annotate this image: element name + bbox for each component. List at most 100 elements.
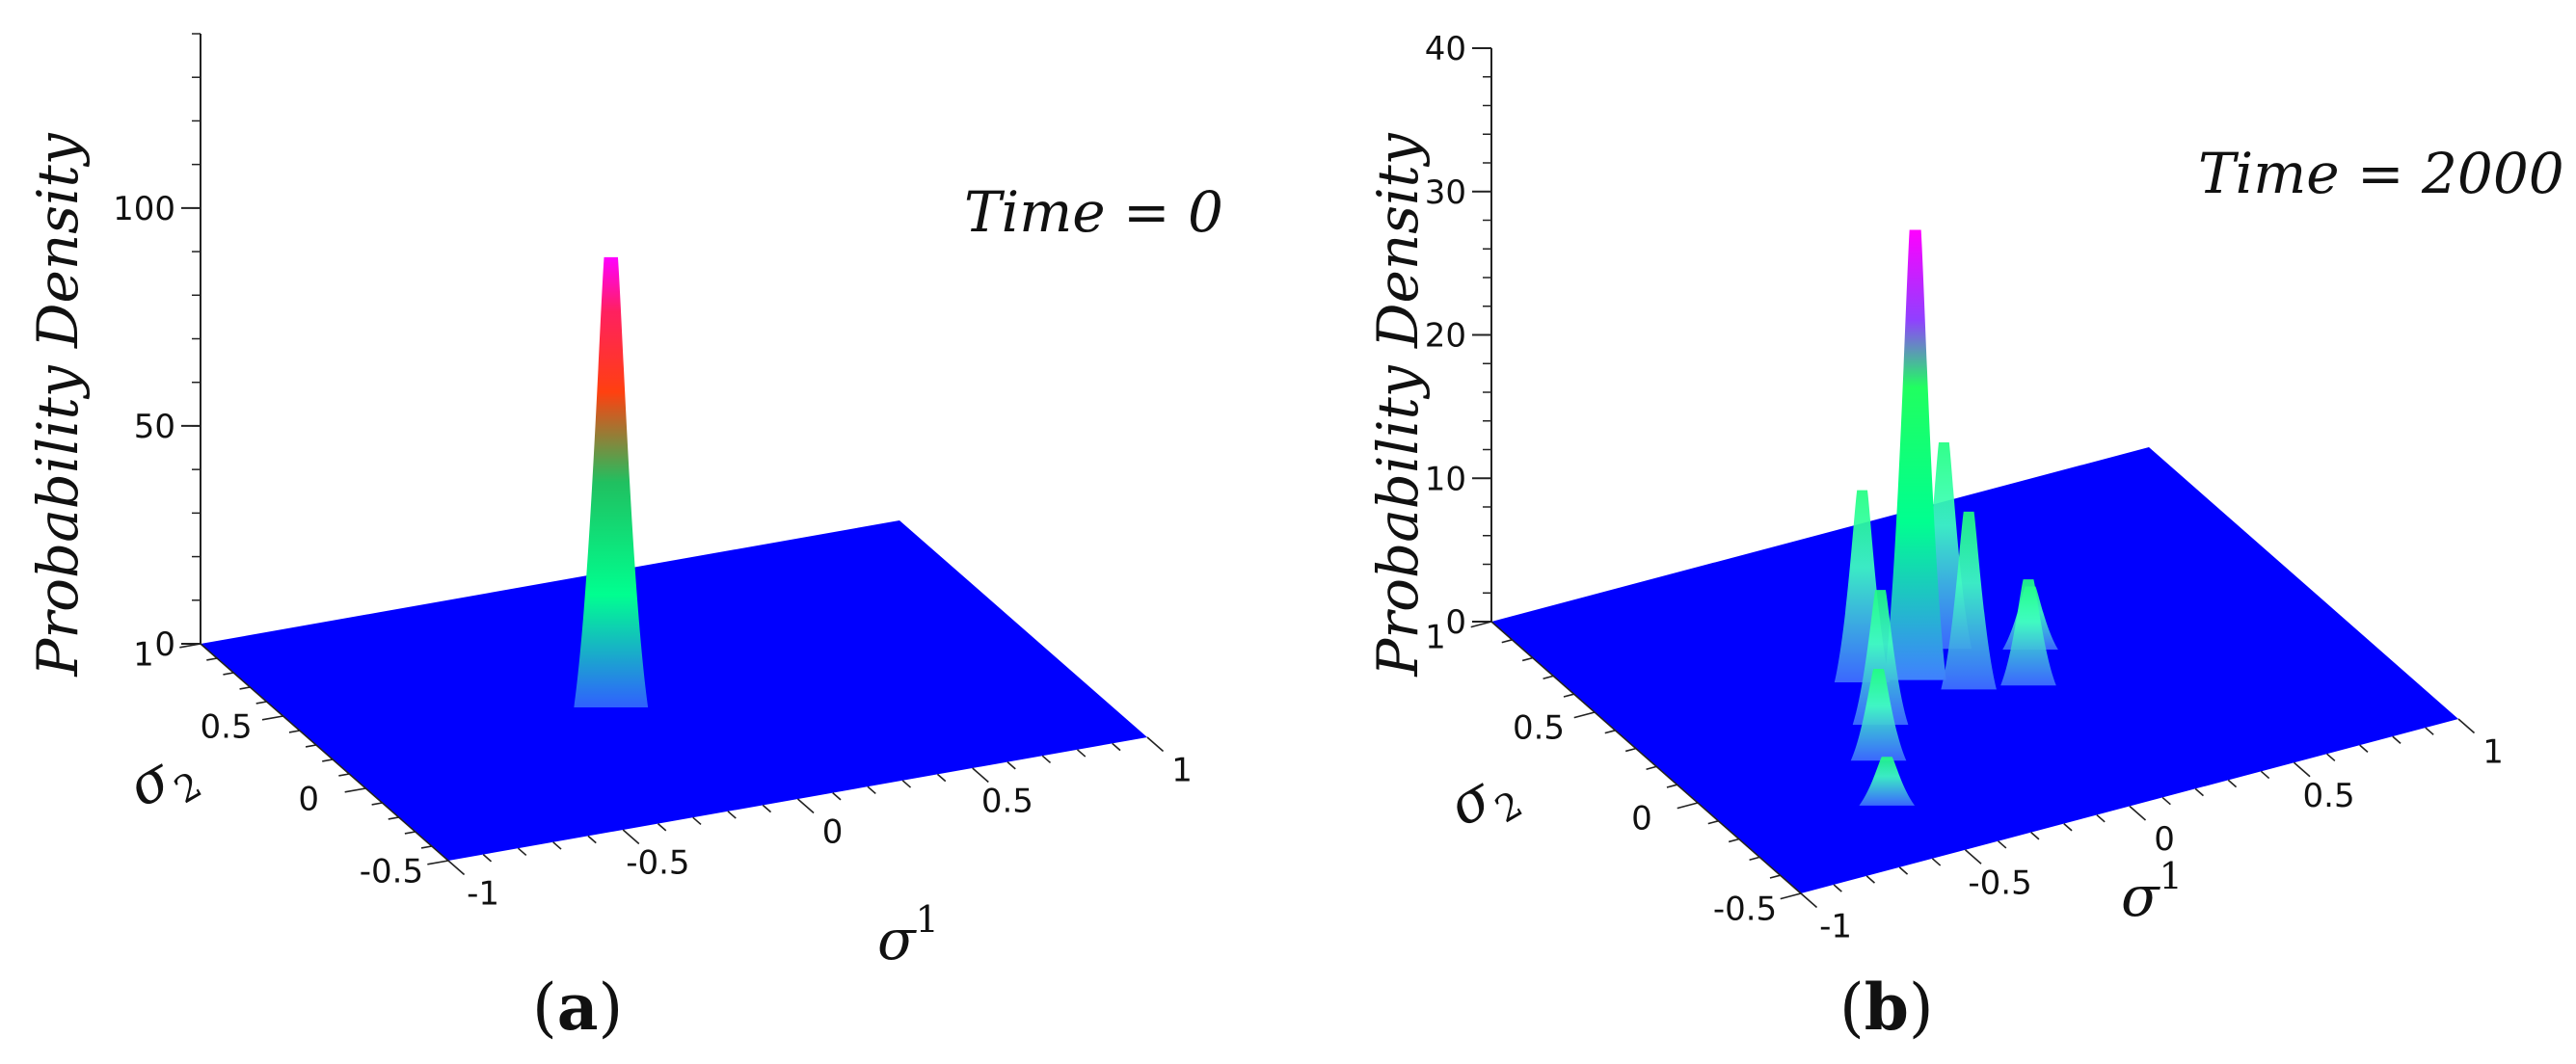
x-tick-b (2293, 761, 2311, 778)
peak-b-8 (1859, 757, 1916, 806)
y-tick-b (1646, 765, 1657, 770)
y-tick-b (1501, 639, 1513, 644)
x-tick-label-b: 1 (2482, 733, 2504, 772)
x-tick-b (2096, 813, 2106, 823)
y-tick-label-b: 1 (1425, 618, 1446, 656)
y-axis-line-b (1490, 621, 1802, 894)
x-tick-b (2326, 753, 2336, 762)
y-tick-b (1573, 711, 1596, 719)
y-tick-a (288, 730, 300, 733)
panel-label-b: (b) (1839, 970, 1934, 1045)
x-tick-label-a: -1 (467, 875, 499, 914)
y-tick-a (179, 643, 201, 649)
x-tick-label-b: -0.5 (1968, 864, 2031, 902)
x-tick-label-a: -0.5 (626, 844, 689, 883)
panel-a: Probability Density Time = 0 σ1 σ2 (a) 0… (25, 33, 1223, 1045)
x-tick-label-a: 0 (822, 813, 844, 852)
x-tick-a (1146, 736, 1165, 753)
x-tick-a (552, 841, 562, 850)
y-tick-a (255, 701, 267, 705)
x-tick-b (1800, 892, 1818, 909)
x-tick-a (1112, 742, 1121, 752)
y-tick-a (322, 758, 334, 762)
x-tick-b (2392, 735, 2402, 744)
y-tick-b (1543, 675, 1554, 679)
z-tick-label-a: 100 (113, 190, 175, 228)
x-tick-b (2161, 796, 2171, 806)
z-tick-label-a: 50 (134, 408, 175, 446)
z-tick-label-b: 40 (1425, 30, 1466, 68)
x-tick-a (972, 767, 989, 784)
x-tick-a (482, 853, 493, 863)
y-tick-label-b: 0 (1631, 799, 1652, 838)
y-tick-b (1470, 621, 1492, 628)
y-tick-a (344, 787, 366, 793)
y-tick-b (1677, 802, 1699, 810)
surface-plane-a (201, 520, 1147, 861)
x-tick-b (1898, 866, 1909, 875)
x-tick-b (1998, 840, 2007, 849)
z-tick-label-b: 20 (1425, 317, 1466, 356)
x-tick-a (657, 822, 667, 832)
peak-b-5 (1852, 590, 1909, 725)
x-tick-label-a: 0.5 (981, 783, 1033, 821)
y-tick-b (1780, 892, 1802, 900)
x-tick-a (1006, 760, 1016, 770)
peak-b-4 (1941, 511, 1997, 690)
x-tick-a (692, 816, 702, 826)
x-tick-b (2194, 787, 2204, 797)
peak-a-0 (574, 256, 649, 708)
x-tick-b (2063, 822, 2073, 832)
y-axis-title-a: σ2 (117, 732, 209, 831)
y-tick-a (404, 831, 416, 835)
x-tick-b (2457, 718, 2476, 734)
x-tick-a (517, 847, 527, 857)
y-tick-label-b: 0.5 (1513, 708, 1565, 747)
x-tick-b (2227, 779, 2238, 788)
y-tick-b (1521, 656, 1534, 662)
y-tick-a (371, 802, 383, 806)
panel-label-a: (a) (532, 970, 623, 1045)
y-tick-a (305, 744, 317, 748)
y-tick-label-a: -0.5 (360, 852, 423, 891)
x-tick-a (867, 785, 876, 795)
x-tick-b (1931, 858, 1942, 866)
y-tick-b (1624, 747, 1637, 753)
x-tick-a (796, 798, 815, 814)
x-tick-label-b: -1 (1819, 908, 1852, 946)
y-tick-a (206, 657, 218, 661)
y-tick-label-b: -0.5 (1713, 890, 1777, 928)
z-tick-label-b: 10 (1425, 460, 1466, 498)
x-tick-b (1964, 849, 1982, 864)
x-tick-b (1833, 884, 1842, 892)
z-axis-title-a: Probability Density (25, 132, 91, 677)
peak-b-7 (1850, 668, 1907, 761)
y-tick-b (1563, 693, 1574, 698)
x-tick-b (1865, 875, 1875, 884)
y-tick-b (1707, 820, 1719, 825)
z-axis-title-b: Probability Density (1365, 132, 1431, 677)
y-tick-b (1728, 838, 1740, 843)
y-tick-label-a: 0.5 (201, 707, 253, 746)
y-tick-b (1666, 784, 1677, 788)
y-tick-a (420, 845, 433, 849)
x-tick-a (901, 780, 912, 788)
y-tick-a (338, 773, 350, 777)
x-tick-a (936, 773, 947, 783)
x-tick-b (2030, 832, 2040, 840)
x-tick-a (447, 860, 466, 876)
y-tick-label-a: 0 (298, 780, 319, 818)
annotation-a: Time = 0 (964, 179, 1223, 245)
x-tick-label-b: 0 (2154, 820, 2175, 859)
annotation-b: Time = 2000 (2198, 141, 2564, 206)
y-tick-b (1604, 730, 1616, 734)
x-tick-b (2129, 805, 2147, 821)
x-tick-a (832, 791, 842, 801)
x-tick-a (1076, 749, 1087, 758)
y-tick-a (388, 816, 399, 820)
x-tick-a (622, 829, 640, 845)
panel-b: Probability Density Time = 2000 σ1 σ2 (b… (1365, 30, 2564, 1045)
y-tick-b (1769, 874, 1781, 879)
z-tick-label-b: 30 (1425, 173, 1466, 212)
x-axis-title-b: σ1 (2121, 855, 2183, 929)
